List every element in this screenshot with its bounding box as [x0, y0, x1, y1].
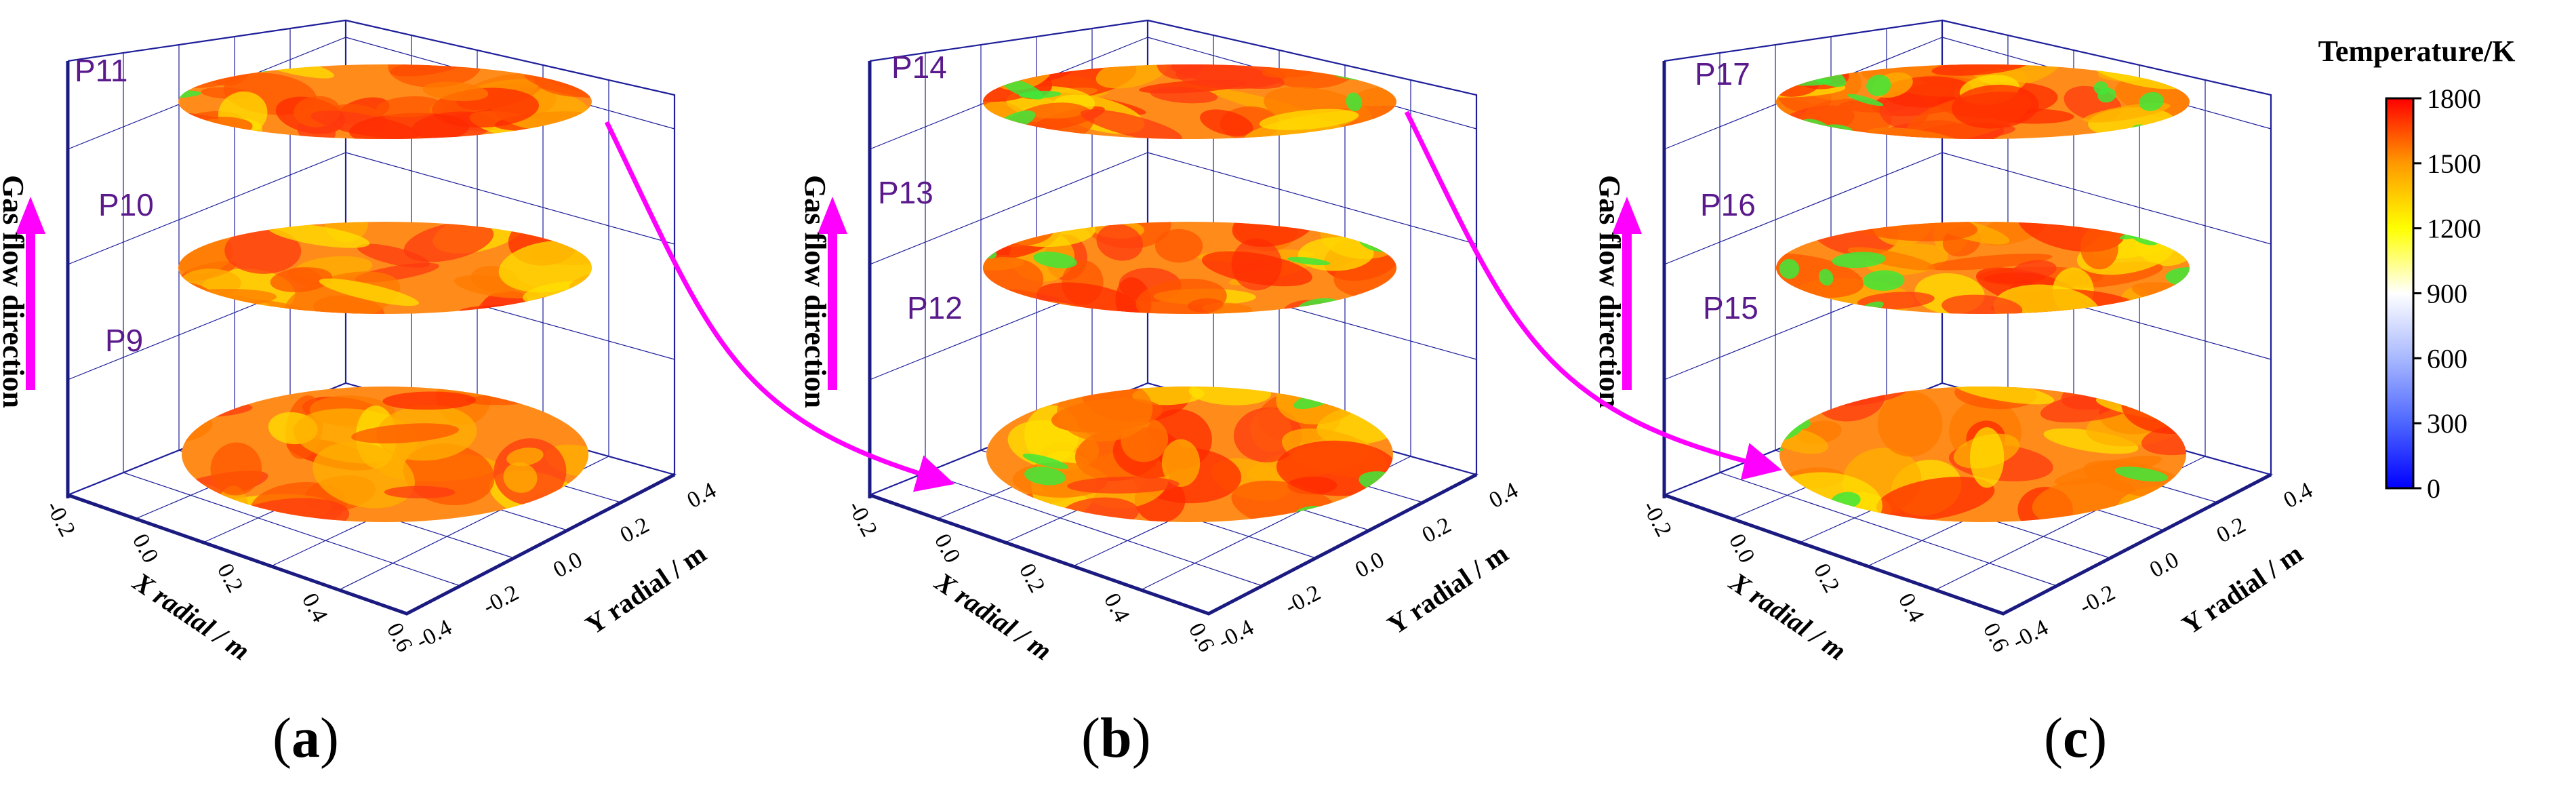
y-tick-a: 0.4 — [683, 477, 721, 513]
y-tick-a: 0.0 — [549, 547, 586, 583]
colorbar-tick-label: 600 — [2427, 343, 2468, 374]
x-tick-a: 0.2 — [212, 559, 248, 597]
transfer-arrow-a-to-b — [604, 121, 955, 492]
colorbar-tick-label: 1800 — [2427, 83, 2481, 114]
z-axis-title-a: Gas flow direction — [0, 175, 30, 408]
x-tick-b: 0.2 — [1014, 559, 1050, 597]
colorbar-tick-label: 300 — [2427, 408, 2468, 439]
y-tick-c: 0.4 — [2280, 477, 2317, 513]
colorbar-tick-label: 1500 — [2427, 148, 2481, 179]
panel-label-a: (a) — [273, 707, 339, 770]
panel-label-b: (b) — [1081, 707, 1151, 770]
plane-label-P16: P16 — [1700, 187, 1756, 222]
plane-label-P11: P11 — [75, 53, 127, 88]
plane-label-P14: P14 — [891, 50, 947, 85]
plane-label-P9: P9 — [105, 323, 143, 358]
y-tick-b: 0.4 — [1485, 477, 1523, 513]
plane-label-P12: P12 — [907, 290, 963, 325]
x-tick-b: 0.4 — [1099, 589, 1135, 627]
temperature-slice-P14 — [983, 64, 1396, 139]
x-tick-c: -0.2 — [1637, 497, 1676, 541]
z-axis-title-c: Gas flow direction — [1593, 175, 1626, 408]
y-tick-b: 0.2 — [1418, 513, 1455, 549]
z-axis-title-b: Gas flow direction — [799, 175, 832, 408]
y-tick-a: -0.4 — [412, 615, 456, 654]
y-axis-title-a: Y radial / m — [580, 538, 711, 640]
y-tick-c: -0.4 — [2009, 615, 2053, 654]
plane-label-P10: P10 — [98, 187, 154, 222]
temperature-slice-P12 — [986, 387, 1393, 522]
y-axis-title-c: Y radial / m — [2176, 538, 2308, 640]
x-tick-c: 0.0 — [1724, 530, 1760, 567]
panel-c: P15 P16 P17 Gas flow direction -0.2 0.0 0.2 0.4… — [1593, 19, 2317, 666]
temperature-slice-P11 — [178, 64, 592, 139]
y-tick-a: 0.2 — [616, 513, 653, 549]
y-tick-c: -0.2 — [2075, 580, 2119, 620]
y-tick-b: -0.2 — [1281, 580, 1325, 620]
x-tick-a: -0.2 — [41, 497, 80, 541]
x-tick-b: 0.6 — [1184, 619, 1220, 656]
colorbar-tick-label: 1200 — [2427, 214, 2481, 244]
colorbar-title: Temperature/K — [2318, 35, 2516, 68]
panel-b: P12 P13 P14 Gas flow direction -0.2 0.0 0.2 0.4… — [799, 19, 1523, 666]
x-tick-c: 0.2 — [1809, 559, 1845, 597]
x-tick-c: 0.6 — [1978, 619, 2014, 656]
temperature-slice-P10 — [178, 222, 592, 314]
temperature-colorbar: Temperature/K 1800 1500 1200 900 600 300 0 — [2318, 35, 2516, 504]
x-tick-b: -0.2 — [843, 497, 882, 541]
y-tick-c: 0.0 — [2146, 547, 2183, 583]
y-tick-b: -0.4 — [1214, 615, 1258, 654]
plane-label-P15: P15 — [1703, 290, 1758, 325]
y-tick-b: 0.0 — [1351, 547, 1388, 583]
temperature-slice-P17 — [1776, 64, 2190, 139]
y-axis-title-b: Y radial / m — [1382, 538, 1513, 640]
panel-a: P9 P10 P11 Gas flow direction -0.2 0.0 0.2 0.4 0… — [0, 19, 721, 666]
floor-front-edges-a — [67, 473, 676, 616]
plane-label-P13: P13 — [878, 175, 933, 210]
plane-label-P17: P17 — [1695, 56, 1750, 92]
y-tick-c: 0.2 — [2213, 513, 2250, 549]
panel-label-c: (c) — [2044, 707, 2108, 770]
temperature-slice-P15 — [1779, 387, 2186, 522]
x-tick-a: 0.4 — [297, 589, 333, 627]
colorbar-tick-label: 0 — [2427, 473, 2440, 504]
flow-transfer-arrows — [604, 111, 1782, 492]
floor-front-edges-b — [869, 473, 1478, 616]
floor-front-edges-c — [1664, 473, 2272, 616]
x-tick-a: 0.0 — [127, 530, 163, 567]
x-tick-b: 0.0 — [929, 530, 965, 567]
x-tick-c: 0.4 — [1893, 589, 1929, 627]
temperature-slice-P16 — [1776, 222, 2190, 314]
transfer-arrow-b-to-c — [1404, 111, 1782, 480]
x-tick-a: 0.6 — [382, 619, 418, 656]
colorbar-tick-label: 900 — [2427, 279, 2468, 309]
temperature-slice-P9 — [182, 387, 588, 522]
colorbar-gradient — [2385, 97, 2415, 490]
y-tick-a: -0.2 — [479, 580, 523, 620]
temperature-slice-P13 — [983, 222, 1396, 314]
